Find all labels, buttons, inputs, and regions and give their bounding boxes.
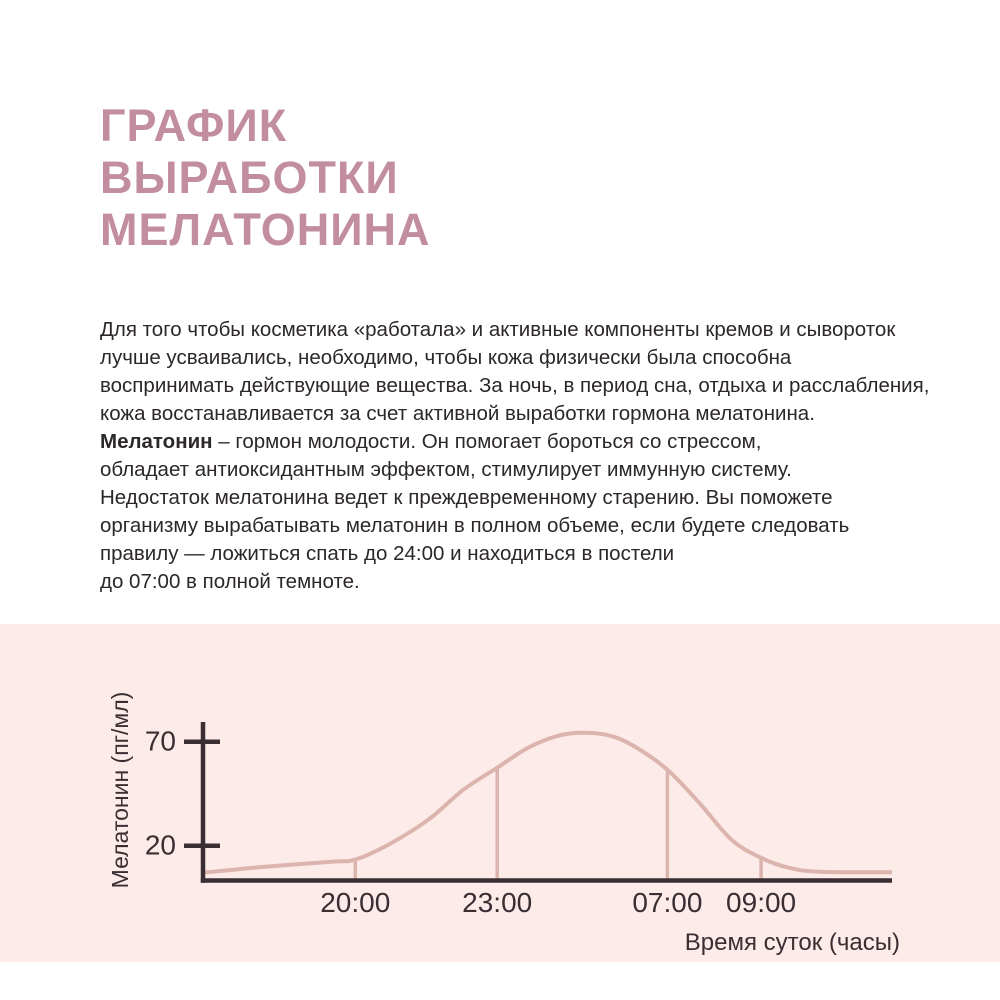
paragraph-text: организму вырабатывать мелатонин в полно… <box>100 514 850 537</box>
paragraph-text: кожа восстанавливается за счет активной … <box>100 402 815 425</box>
paragraph-line: обладает антиоксидантным эффектом, стиму… <box>100 456 960 484</box>
title-line: МЕЛАТОНИНА <box>100 204 431 255</box>
y-axis-title: Мелатонин (пг/мл) <box>107 692 133 889</box>
paragraph-line: лучше усваивались, необходимо, чтобы кож… <box>100 344 960 372</box>
x-ticks-group: 20:00 23:00 07:00 09:00 <box>320 887 796 918</box>
paragraph-line: до 07:00 в полной темноте. <box>100 568 960 596</box>
paragraph-text: Недостаток мелатонина ведет к преждеврем… <box>100 486 833 509</box>
paragraph-line: Для того чтобы косметика «работала» и ак… <box>100 316 960 344</box>
title-line: ВЫРАБОТКИ <box>100 152 399 203</box>
paragraph-text: до 07:00 в полной темноте. <box>100 570 360 593</box>
x-tick-label: 20:00 <box>320 887 390 918</box>
body-text: Для того чтобы косметика «работала» и ак… <box>100 316 960 596</box>
bold-term: Мелатонин <box>100 430 213 453</box>
x-tick-label: 23:00 <box>462 887 532 918</box>
paragraph-text: правилу — ложиться спать до 24:00 и нахо… <box>100 542 675 565</box>
x-axis-title: Время суток (часы) <box>685 929 900 956</box>
x-tick-label: 07:00 <box>632 887 702 918</box>
title-line: ГРАФИК <box>100 100 288 151</box>
melatonin-curve <box>202 730 893 875</box>
paragraph-line: правилу — ложиться спать до 24:00 и нахо… <box>100 540 960 568</box>
page-title: ГРАФИК ВЫРАБОТКИ МЕЛАТОНИНА <box>100 100 431 256</box>
paragraph-line: организму вырабатывать мелатонин в полно… <box>100 512 960 540</box>
paragraph-text: воспринимать действующие вещества. За но… <box>100 374 930 397</box>
paragraph-text: обладает антиоксидантным эффектом, стиму… <box>100 458 792 481</box>
y-ticks-group: 70 20 <box>145 726 220 861</box>
paragraph-line: воспринимать действующие вещества. За но… <box>100 372 960 400</box>
chart-section: 70 20 20:00 23:00 07:00 09:00 Мелатонин (пг/… <box>0 624 1000 962</box>
paragraph-line: кожа восстанавливается за счет активной … <box>100 400 960 428</box>
melatonin-chart: 70 20 20:00 23:00 07:00 09:00 Мелатонин (пг/… <box>107 692 900 956</box>
paragraph-text: – гормон молодости. Он помогает бороться… <box>212 430 762 453</box>
y-tick-label: 70 <box>145 726 176 757</box>
paragraph-line: Мелатонин – гормон молодости. Он помогае… <box>100 428 960 456</box>
paragraph-text: лучше усваивались, необходимо, чтобы кож… <box>100 346 792 369</box>
paragraph-text: Для того чтобы косметика «работала» и ак… <box>100 318 896 341</box>
x-tick-label: 09:00 <box>726 887 796 918</box>
paragraph-line: Недостаток мелатонина ведет к преждеврем… <box>100 484 960 512</box>
y-tick-label: 20 <box>145 830 176 861</box>
drop-lines-group <box>353 767 763 880</box>
